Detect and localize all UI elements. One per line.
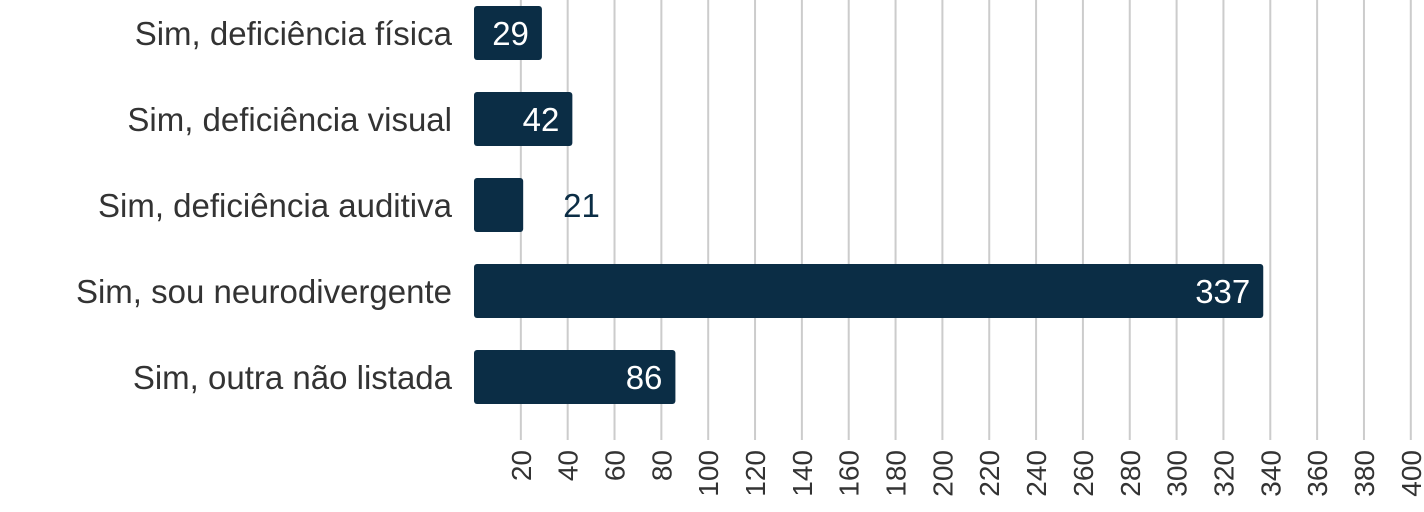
data-label: 86 — [626, 359, 663, 396]
bar — [474, 92, 573, 146]
x-tick-label: 300 — [1162, 450, 1193, 497]
category-label: Sim, deficiência auditiva — [98, 187, 453, 224]
x-tick-label: 100 — [693, 450, 724, 497]
x-tick-label: 160 — [834, 450, 865, 497]
bars: 29 42 21 337 86 — [474, 6, 1264, 404]
category-label: Sim, outra não listada — [133, 359, 453, 396]
category-label: Sim, deficiência visual — [127, 101, 452, 138]
x-tick-label: 320 — [1208, 450, 1239, 497]
x-tick-label: 280 — [1115, 450, 1146, 497]
x-tick-label: 140 — [787, 450, 818, 497]
x-tick-label: 120 — [740, 450, 771, 497]
category-labels: Sim, deficiência física Sim, deficiência … — [76, 15, 453, 396]
x-tick-label: 340 — [1255, 450, 1286, 497]
bar — [474, 178, 524, 232]
x-tick-label: 40 — [553, 450, 584, 481]
data-label: 42 — [523, 101, 560, 138]
data-label: 29 — [492, 15, 529, 52]
x-tick-label: 220 — [974, 450, 1005, 497]
x-axis-tick-labels: 20 40 60 80 100 120 140 160 180 200 220 240 260 280 30… — [506, 450, 1424, 497]
category-label: Sim, deficiência física — [135, 15, 453, 52]
bar — [474, 6, 542, 60]
x-tick-label: 360 — [1302, 450, 1333, 497]
x-tick-label: 400 — [1396, 450, 1424, 497]
bar — [474, 264, 1264, 318]
data-label: 21 — [563, 187, 600, 224]
x-tick-label: 80 — [646, 450, 677, 481]
x-tick-label: 180 — [881, 450, 912, 497]
data-label: 337 — [1195, 273, 1250, 310]
x-tick-label: 260 — [1068, 450, 1099, 497]
bar — [474, 350, 676, 404]
x-tick-label: 380 — [1349, 450, 1380, 497]
category-label: Sim, sou neurodivergente — [76, 273, 452, 310]
x-tick-label: 20 — [506, 450, 537, 481]
x-tick-label: 200 — [927, 450, 958, 497]
x-tick-label: 240 — [1021, 450, 1052, 497]
x-tick-label: 60 — [600, 450, 631, 481]
grid-lines — [519, 0, 1412, 440]
